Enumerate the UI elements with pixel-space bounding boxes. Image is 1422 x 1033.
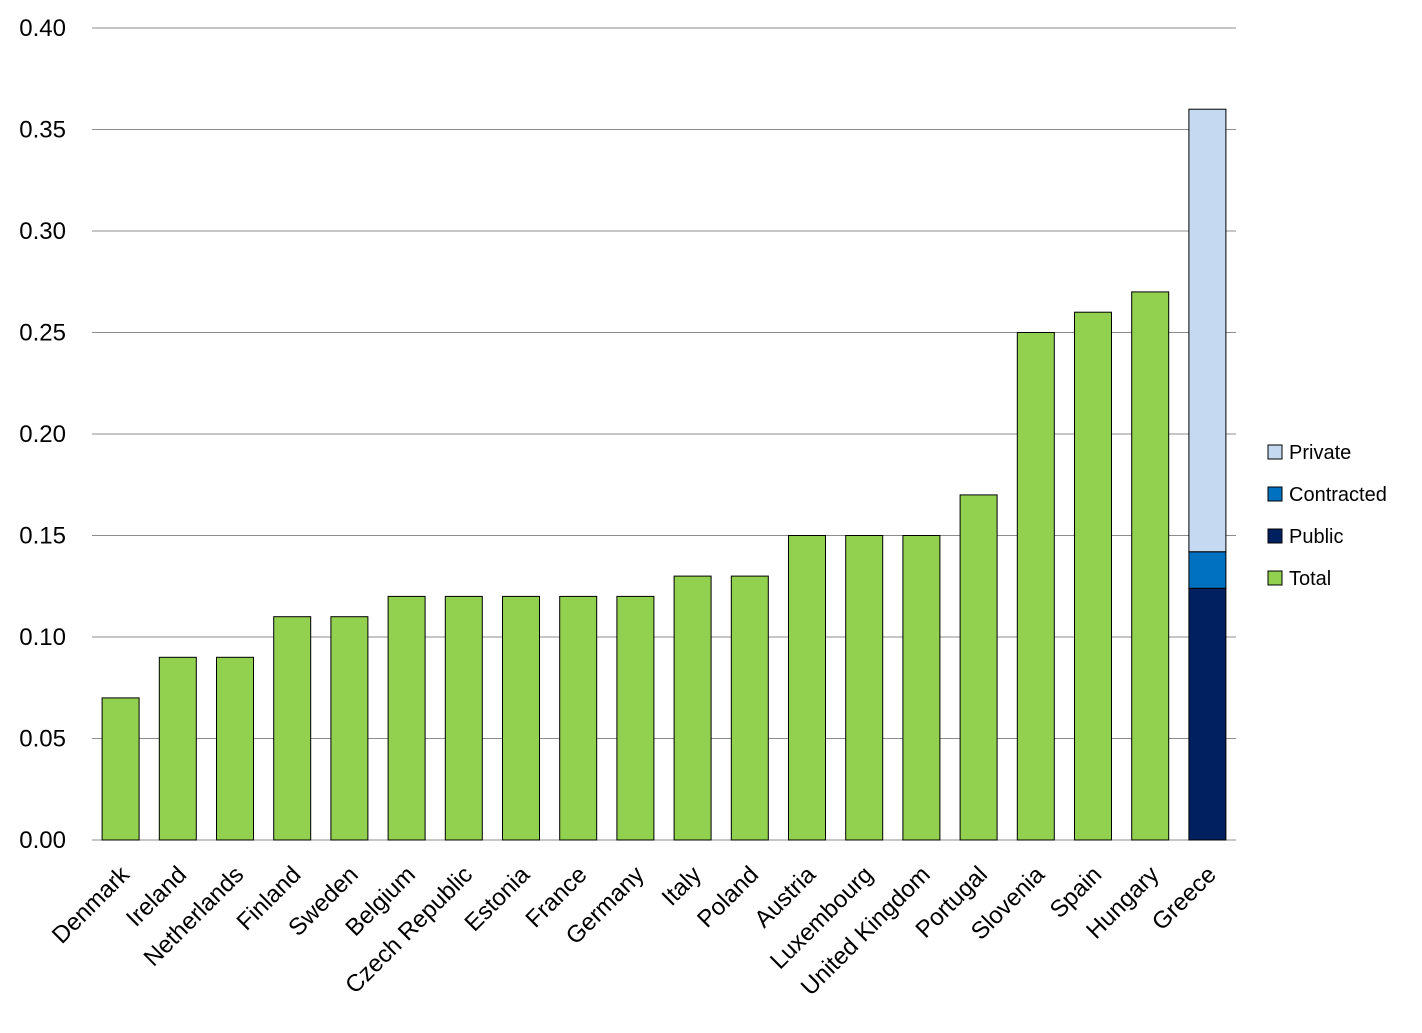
x-tick-label: Denmark xyxy=(47,860,136,949)
bar-total-czech-republic xyxy=(444,595,483,841)
bar-contracted-greece xyxy=(1188,551,1227,589)
gridlines xyxy=(92,27,1236,841)
legend-swatch xyxy=(1267,570,1283,586)
bar-total-belgium xyxy=(387,595,426,841)
legend: Private Contracted Public Total xyxy=(1267,442,1387,590)
bar-private-greece xyxy=(1188,108,1227,553)
x-tick-label: Poland xyxy=(692,861,764,933)
x-axis-labels: DenmarkIrelandNetherlandsFinlandSwedenBe… xyxy=(47,860,1222,1001)
y-axis-ticks: 0.00 0.05 0.10 0.15 0.20 0.25 0.30 0.35 0.40 xyxy=(19,15,66,854)
bar-total-estonia xyxy=(502,595,540,841)
bar-total-finland xyxy=(273,616,312,841)
bar-total-portugal xyxy=(959,494,998,841)
y-tick-label: 0.35 xyxy=(19,117,66,144)
y-tick-label: 0.05 xyxy=(19,726,66,753)
bar-total-spain xyxy=(1074,311,1112,841)
x-tick-label: Italy xyxy=(657,861,707,911)
bar-total-italy xyxy=(673,575,712,841)
legend-label: Public xyxy=(1289,526,1343,548)
y-tick-label: 0.20 xyxy=(19,421,66,448)
legend-swatch xyxy=(1267,486,1283,502)
bar-total-austria xyxy=(788,535,826,841)
bar-total-netherlands xyxy=(216,656,254,841)
y-tick-label: 0.15 xyxy=(19,523,66,550)
bar-total-luxembourg xyxy=(845,535,884,841)
bar-total-denmark xyxy=(101,697,140,841)
bar-total-ireland xyxy=(158,656,197,841)
legend-swatch xyxy=(1267,528,1283,544)
y-tick-label: 0.40 xyxy=(19,15,66,42)
bars xyxy=(101,108,1227,841)
legend-swatch xyxy=(1267,444,1283,460)
bar-public-greece xyxy=(1188,587,1227,841)
x-tick-label: Estonia xyxy=(460,861,536,937)
x-tick-label: Greece xyxy=(1147,861,1222,936)
y-tick-label: 0.30 xyxy=(19,218,66,245)
legend-label: Contracted xyxy=(1289,484,1387,506)
y-tick-label: 0.10 xyxy=(19,624,66,651)
bar-total-hungary xyxy=(1131,291,1170,841)
bar-total-france xyxy=(559,595,598,841)
legend-label: Private xyxy=(1289,442,1351,464)
bar-total-slovenia xyxy=(1016,332,1055,841)
y-tick-label: 0.25 xyxy=(19,320,66,347)
bar-total-sweden xyxy=(330,616,369,841)
legend-label: Total xyxy=(1289,568,1331,590)
bar-total-poland xyxy=(730,575,769,841)
bar-total-united-kingdom xyxy=(902,535,941,841)
bar-total-germany xyxy=(616,595,655,841)
y-tick-label: 0.00 xyxy=(19,827,66,854)
